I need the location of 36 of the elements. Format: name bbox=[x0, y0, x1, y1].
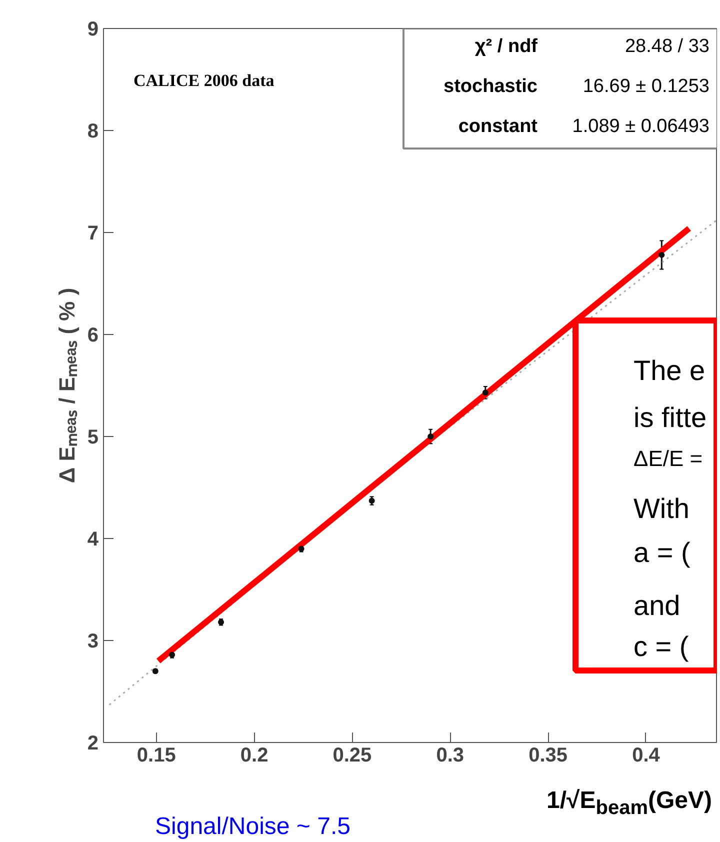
x-tick-label: 0.15 bbox=[136, 744, 176, 766]
x-tick-label: 0.2 bbox=[240, 744, 268, 766]
y-tick-label: 7 bbox=[87, 222, 98, 244]
annotation: 16.69 ± 0.1253 bbox=[582, 76, 710, 97]
annotation: ΔE/E = bbox=[634, 446, 703, 471]
y-tick-label: 9 bbox=[87, 18, 98, 40]
y-tick-label: 3 bbox=[87, 630, 98, 652]
annotation: 28.48 / 33 bbox=[624, 36, 710, 57]
annotation: With bbox=[634, 493, 690, 524]
x-tick-label: 0.25 bbox=[332, 744, 372, 766]
annotation: a = ( bbox=[634, 537, 691, 568]
y-tick-label: 2 bbox=[87, 732, 98, 754]
point bbox=[482, 390, 488, 396]
point bbox=[298, 546, 304, 552]
annotation: CALICE 2006 data bbox=[134, 71, 275, 90]
annotation: constant bbox=[458, 116, 538, 137]
annotation: and bbox=[634, 590, 680, 621]
point bbox=[368, 498, 375, 504]
x-axis-title: 1/√E$_{beam}$(GeV) bbox=[546, 786, 712, 821]
annotation: is fitte bbox=[634, 402, 707, 433]
x-tick-label: 0.3 bbox=[436, 744, 464, 766]
point bbox=[658, 252, 665, 258]
y-tick-label: 4 bbox=[87, 528, 100, 550]
y-axis-title: Δ Eₘₑₐₛ / Eₘₑₐₛ ( % ) bbox=[54, 288, 80, 484]
x-tick-label: 0.35 bbox=[528, 744, 568, 766]
annotation: 1.089 ± 0.06493 bbox=[572, 116, 710, 137]
annotation: stochastic bbox=[444, 76, 538, 97]
y-tick-label: 5 bbox=[87, 426, 98, 448]
annotation: The e bbox=[634, 355, 706, 386]
annotation: χ² / ndf bbox=[474, 36, 538, 57]
y-tick-label: 8 bbox=[87, 120, 98, 142]
text: Signal/Noise ~ 7.5 bbox=[155, 812, 350, 842]
y-tick-label: 6 bbox=[87, 324, 98, 346]
point bbox=[428, 434, 434, 440]
x-tick-label: 0.4 bbox=[632, 744, 661, 766]
annotation: c = ( bbox=[634, 631, 690, 662]
